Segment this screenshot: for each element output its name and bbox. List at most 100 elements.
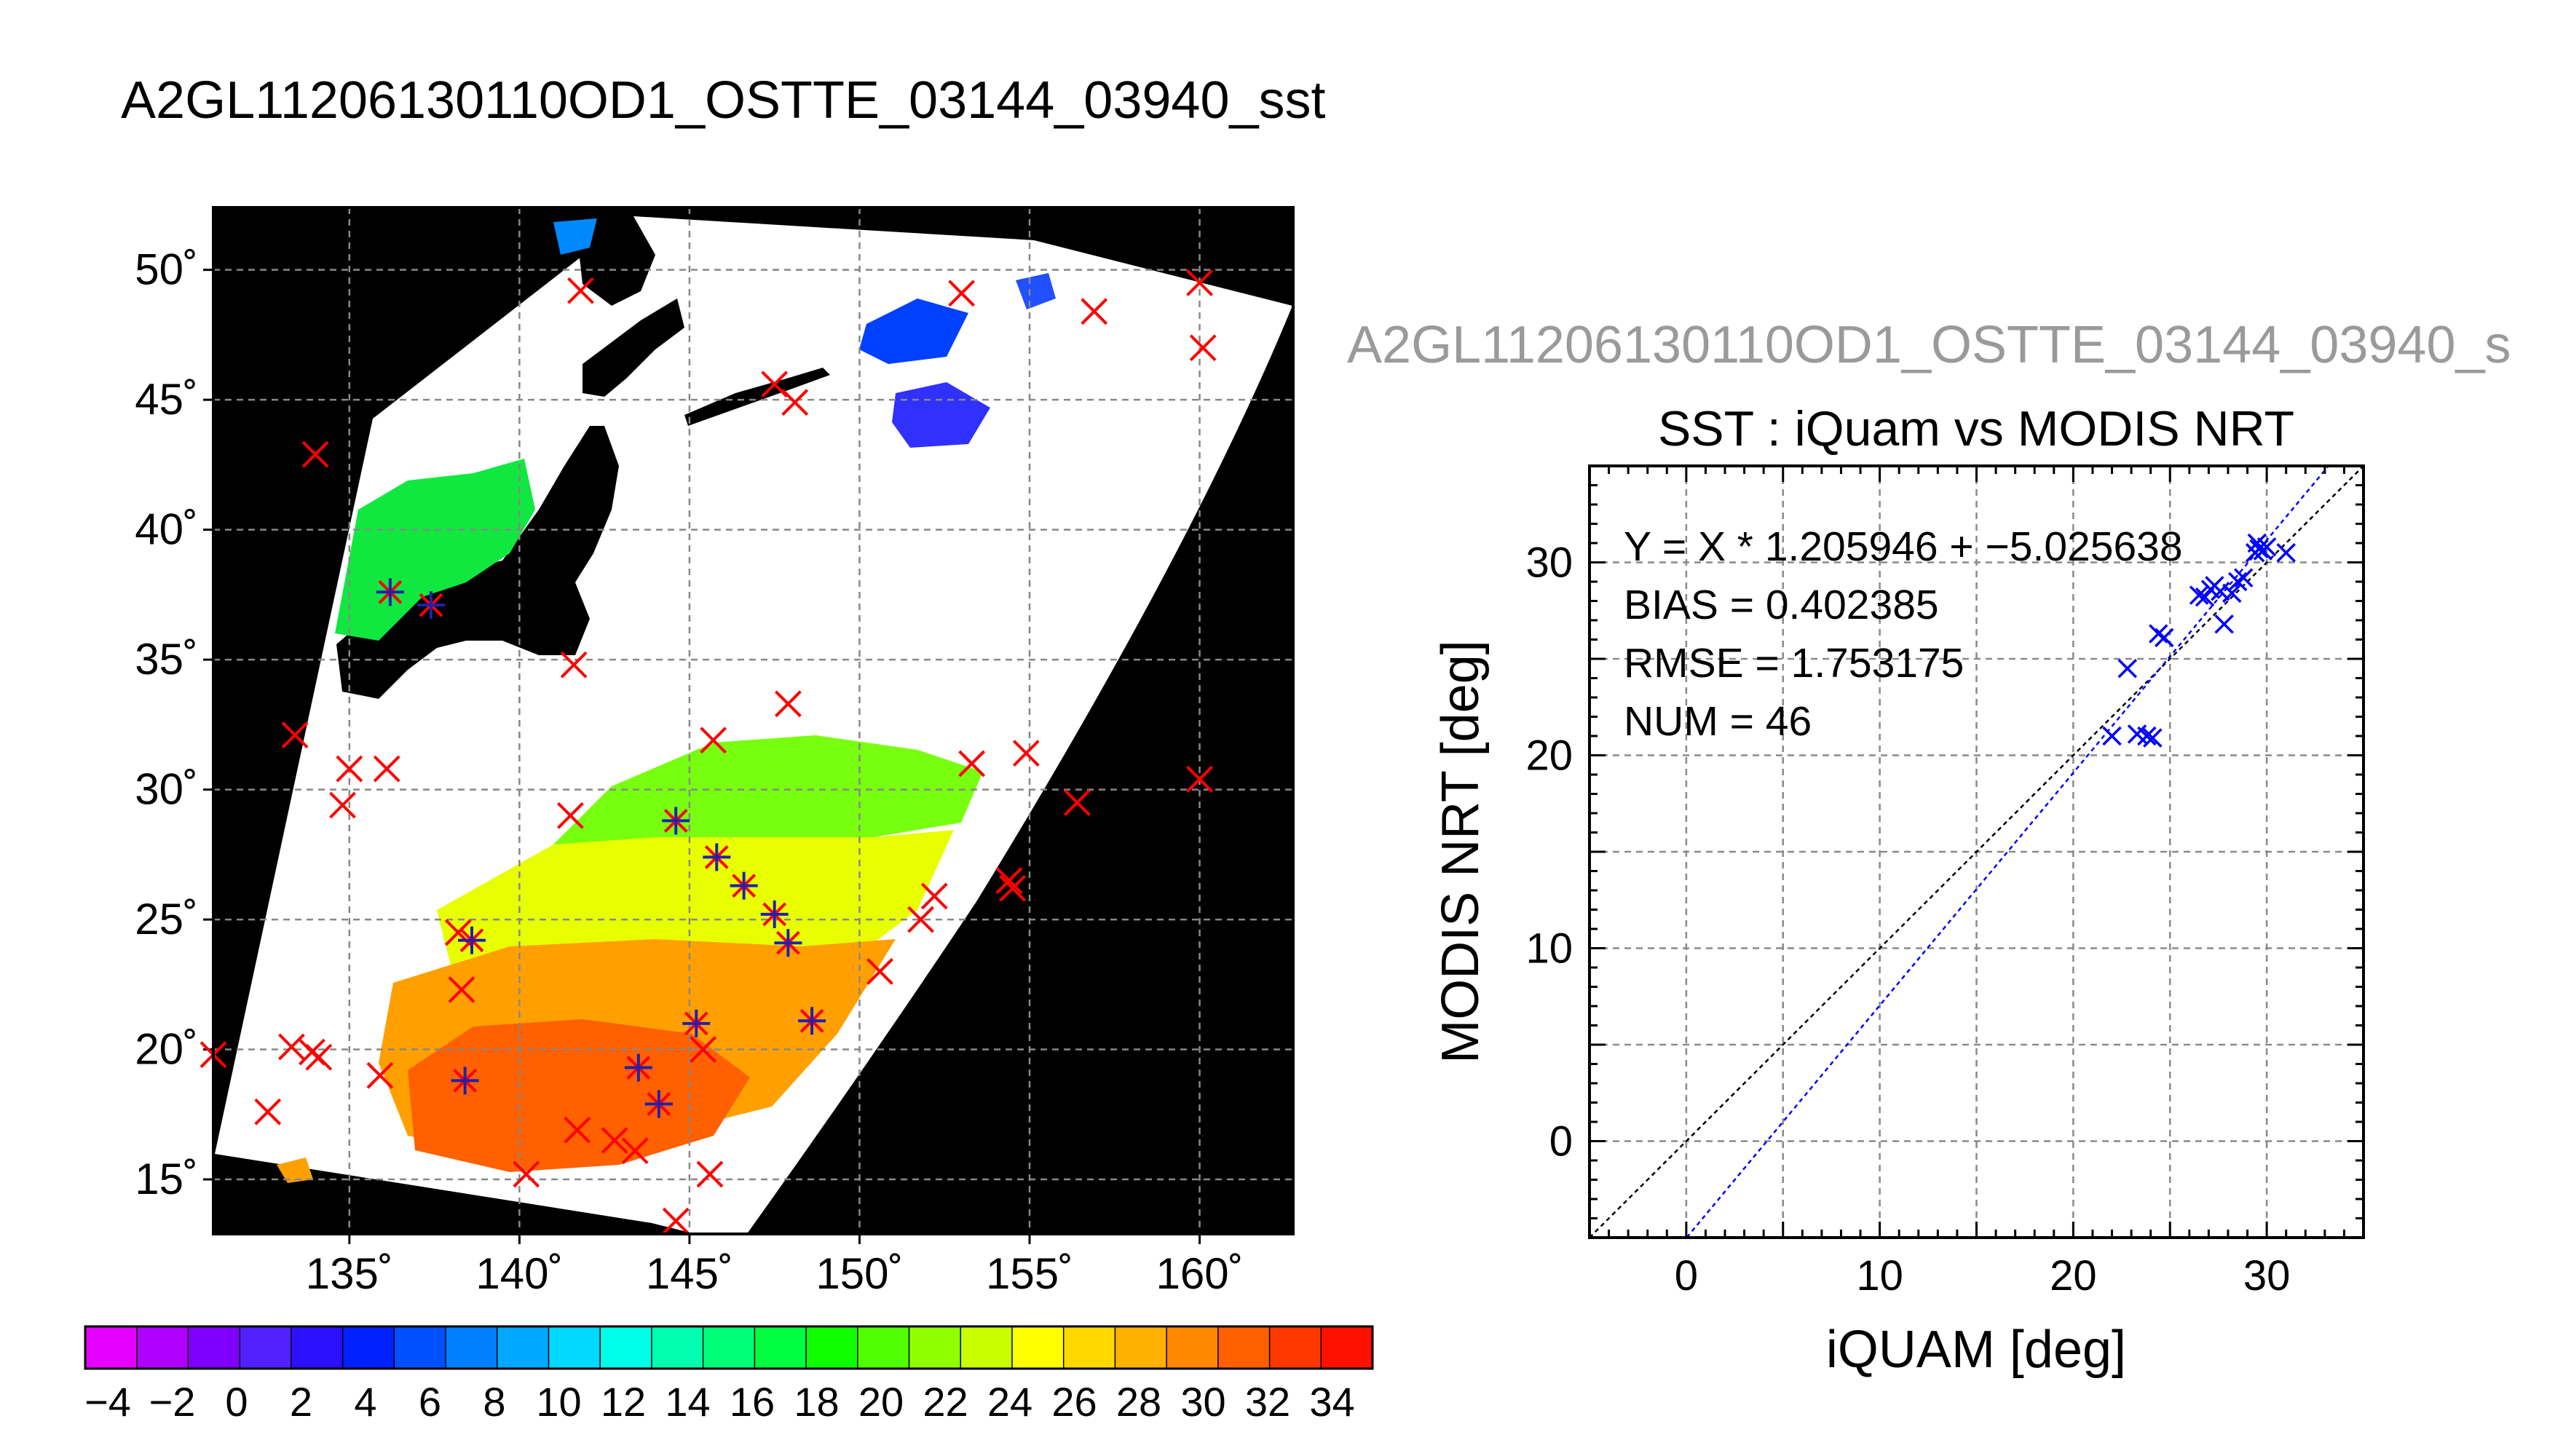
sst-field-north-blue <box>859 298 968 364</box>
scatter-point <box>2137 726 2157 746</box>
colorbar-tick-label: 18 <box>794 1379 839 1425</box>
observation-marker <box>336 755 363 783</box>
colorbar-tick-label: 20 <box>858 1379 904 1425</box>
colorbar-cell <box>240 1326 292 1369</box>
matchup-marker <box>624 1053 652 1082</box>
colorbar-cell <box>1321 1326 1373 1369</box>
scatter-title: SST : iQuam vs MODIS NRT <box>1658 401 2294 456</box>
colorbar-tick-label: 30 <box>1180 1379 1225 1425</box>
colorbar-cell <box>497 1326 550 1369</box>
observation-marker <box>254 1098 282 1125</box>
x-tick-label: 10 <box>1856 1252 1903 1299</box>
scatter-point <box>2155 628 2174 648</box>
colorbar-border <box>84 1325 1374 1370</box>
y-tick-label: 0 <box>1549 1118 1573 1166</box>
observation-marker <box>278 1033 305 1061</box>
observation-marker <box>774 690 802 718</box>
latitude-labels: 15˚ 20˚ 25˚ 30˚ 35˚ 40˚ 45˚ 50˚ <box>135 245 198 1203</box>
colorbar-cell <box>754 1326 807 1369</box>
map-markers <box>200 269 1217 1235</box>
sst-map: 15˚ 20˚ 25˚ 30˚ 35˚ 40˚ 45˚ 50˚ 135˚ 140˚ 145˚ 150… <box>135 206 1295 1298</box>
colorbar-cell <box>188 1326 240 1369</box>
observation-marker <box>1186 269 1213 296</box>
colorbar-cell <box>85 1326 138 1369</box>
y-tick-label: 30 <box>1525 539 1573 587</box>
observation-marker <box>662 1207 690 1235</box>
latitude-label: 30˚ <box>135 765 198 814</box>
scatter-point <box>2249 539 2269 559</box>
observation-marker <box>564 1116 591 1144</box>
stat-rmse: RMSE = 1.753175 <box>1624 640 1964 687</box>
colorbar-tick-label: 8 <box>483 1379 505 1425</box>
colorbar-cell <box>960 1326 1013 1369</box>
colorbar-tick-label: 22 <box>923 1379 968 1425</box>
colorbar-tick-label: 32 <box>1245 1379 1290 1425</box>
y-tick-label: 10 <box>1525 925 1573 973</box>
colorbar-cell <box>600 1326 652 1369</box>
observation-marker <box>1189 334 1217 362</box>
longitude-label: 140˚ <box>475 1249 563 1298</box>
observation-marker <box>621 1137 649 1165</box>
land-hokkaido <box>583 298 684 397</box>
colorbar-cell <box>1269 1326 1322 1369</box>
longitude-label: 155˚ <box>986 1249 1073 1298</box>
observation-marker <box>690 1036 717 1063</box>
x-tick-label: 0 <box>1675 1252 1698 1299</box>
colorbar-cell <box>909 1326 961 1369</box>
scatter-point <box>2276 543 2296 563</box>
observation-marker <box>1186 765 1213 793</box>
observation-marker <box>700 727 727 754</box>
matchup-marker <box>798 1007 826 1035</box>
matchup-marker <box>774 929 802 957</box>
observation-marker <box>958 750 986 778</box>
observation-marker <box>696 1160 724 1188</box>
scatter-point <box>2228 571 2248 592</box>
colorbar-cell <box>1011 1326 1065 1369</box>
map-border <box>212 206 1295 1235</box>
colorbar-cell <box>548 1326 601 1369</box>
observation-marker <box>907 906 934 933</box>
observation-marker <box>301 440 329 468</box>
observation-marker <box>866 958 893 985</box>
latitude-label: 40˚ <box>135 505 198 554</box>
observation-marker <box>781 389 809 416</box>
stat-num: NUM = 46 <box>1624 698 1812 745</box>
land-sakhalin <box>575 216 655 306</box>
scatter-file-label: A2GL11206130110OD1_OSTTE_03144_03940_s <box>1347 316 2511 374</box>
colorbar-tick-label: 2 <box>290 1379 312 1425</box>
colorbar-tick-label: −2 <box>149 1379 196 1425</box>
matchup-marker <box>376 578 404 606</box>
observation-marker <box>305 1043 333 1071</box>
matchup-marker <box>730 871 758 900</box>
page-title: A2GL11206130110OD1_OSTTE_03144_03940_sst <box>121 71 1326 130</box>
sst-field-japan-sea-green <box>335 459 535 641</box>
map-grid <box>203 207 1293 1244</box>
colorbar-tick-label: −4 <box>84 1379 131 1425</box>
latitude-label: 50˚ <box>135 245 198 294</box>
colorbar-cell <box>446 1326 498 1369</box>
one-to-one-line <box>1590 466 2364 1238</box>
observation-marker <box>920 882 948 910</box>
colorbar-tick-labels: −4 −2 0 2 4 6 8 10 12 14 16 18 20 22 24 26 28 30 32 34 <box>84 1379 1355 1425</box>
scatter-point <box>2222 583 2242 604</box>
colorbar-cell <box>1166 1326 1219 1369</box>
latitude-label: 35˚ <box>135 635 198 684</box>
observation-marker <box>999 874 1027 902</box>
y-tick-label: 20 <box>1525 732 1573 780</box>
colorbar-cell <box>136 1326 189 1369</box>
matchup-marker <box>451 1067 479 1095</box>
colorbar-tick-label: 10 <box>536 1379 581 1425</box>
colorbar-tick-label: 16 <box>730 1379 775 1425</box>
latitude-label: 20˚ <box>135 1025 198 1074</box>
colorbar-tick-label: 26 <box>1051 1379 1097 1425</box>
colorbar-tick-label: 14 <box>665 1379 710 1425</box>
longitude-label: 135˚ <box>306 1249 393 1298</box>
scatter-point <box>2117 659 2138 678</box>
observation-marker <box>329 791 356 819</box>
observation-marker <box>448 976 475 1003</box>
sst-field-sakhalin-blue <box>553 218 597 255</box>
observation-marker <box>366 1061 394 1089</box>
colorbar-cell <box>394 1326 446 1369</box>
longitude-label: 145˚ <box>646 1249 733 1298</box>
